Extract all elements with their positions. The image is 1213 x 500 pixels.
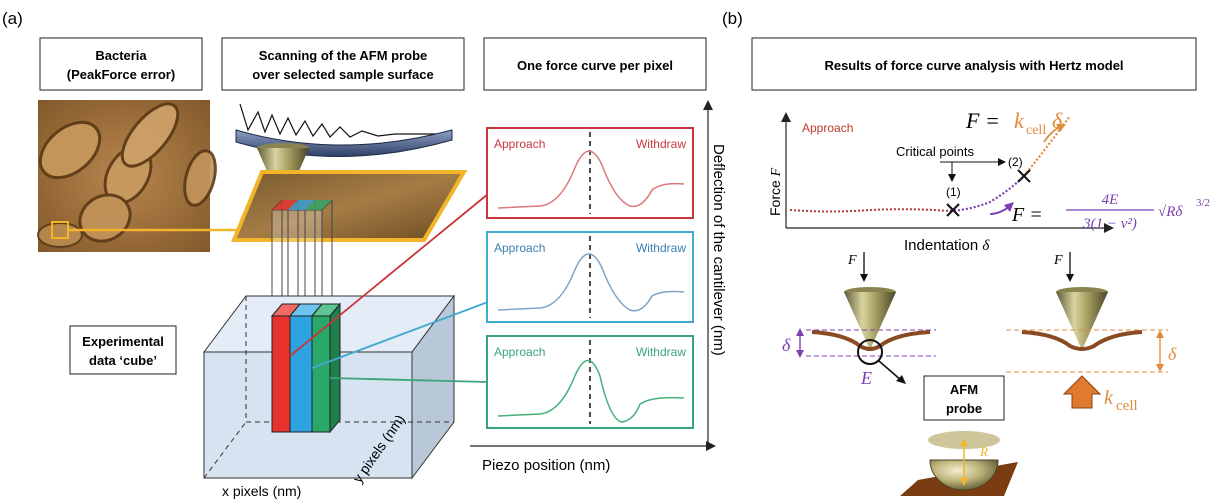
cube-label-box: Experimental data ‘cube’ (69, 325, 177, 375)
equation-hertz: F = 4E 3(1 − ν²) √Rδ 3/2 (1011, 192, 1210, 232)
force-curve-blue: Approach Withdraw (486, 231, 694, 323)
approach-label-red: Approach (494, 137, 545, 151)
svg-text:4E: 4E (1102, 192, 1119, 208)
svg-text:3(1 − ν²): 3(1 − ν²) (1082, 216, 1137, 232)
critical-points-label: Critical points (896, 144, 975, 159)
linear-arrowhead (1056, 124, 1066, 132)
hertz-arrowhead (1004, 202, 1014, 212)
header-results: Results of force curve analysis with Her… (824, 58, 1123, 73)
panel-b-label: (b) (722, 9, 743, 28)
force-axis-label: Force F (767, 167, 784, 216)
hertz-plot-axes (781, 112, 1114, 233)
afm-probe-box: AFM probe (923, 375, 1005, 421)
critical-points-arrows (940, 158, 1006, 182)
cube-label-line1: Experimental (82, 334, 164, 349)
svg-text:F: F (847, 253, 857, 268)
force-curve-green: Approach Withdraw (486, 335, 694, 429)
connector-lines (289, 193, 489, 383)
approach-label-b: Approach (802, 121, 853, 135)
svg-text:AFM: AFM (950, 382, 978, 397)
svg-text:F: F (1053, 253, 1063, 268)
svg-text:3/2: 3/2 (1196, 197, 1210, 209)
indent-left-force: F (847, 252, 868, 282)
svg-text:probe: probe (946, 401, 982, 416)
svg-text:F =: F = (1011, 204, 1043, 226)
svg-text:k: k (1104, 387, 1114, 409)
svg-text:k: k (1014, 108, 1025, 133)
indent-left-tip (796, 287, 936, 384)
r-label: R (979, 444, 988, 459)
header-curve-box: One force curve per pixel (483, 37, 707, 91)
probe-sphere (900, 431, 1018, 496)
panel-a-label: (a) (2, 9, 23, 28)
cube-columns (270, 302, 342, 434)
point-1-label: (1) (946, 185, 961, 199)
indentation-axis-label: Indentation δ (904, 237, 990, 254)
header-bacteria-box: Bacteria (PeakForce error) (39, 37, 203, 91)
header-scan-box: Scanning of the AFM probe over selected … (221, 37, 465, 91)
cube-label-line2: data ‘cube’ (89, 353, 157, 368)
withdraw-label-green: Withdraw (636, 345, 686, 359)
bacteria-image (37, 100, 217, 252)
svg-text:F =: F = (965, 108, 1000, 133)
kcell-label: k cell (1104, 387, 1138, 414)
e-label: E (860, 368, 872, 388)
indent-right-force: F (1053, 252, 1074, 282)
approach-label-blue: Approach (494, 241, 545, 255)
curves-axes (470, 100, 716, 451)
withdraw-label-red: Withdraw (636, 137, 686, 151)
header-scan-line2: over selected sample surface (252, 67, 433, 82)
svg-text:δ: δ (1052, 108, 1063, 133)
critical-point-1 (946, 203, 960, 217)
point-2-label: (2) (1008, 155, 1023, 169)
svg-text:cell: cell (1026, 123, 1046, 138)
projection-columns (271, 199, 333, 313)
x-pixels-label: x pixels (nm) (222, 483, 301, 499)
surface-pixels (272, 200, 332, 210)
header-bacteria-line2: (PeakForce error) (67, 67, 175, 82)
withdraw-label-blue: Withdraw (636, 241, 686, 255)
delta-left: δ (782, 335, 791, 355)
piezo-axis-label: Piezo position (nm) (482, 457, 610, 474)
svg-text:√Rδ: √Rδ (1158, 204, 1183, 220)
approach-label-green: Approach (494, 345, 545, 359)
svg-text:cell: cell (1116, 398, 1138, 414)
hertz-curve (789, 115, 1071, 213)
delta-right: δ (1168, 344, 1177, 364)
deflection-axis-label: Deflection of the cantilever (nm) (710, 144, 727, 356)
sample-surface (231, 170, 468, 242)
header-results-box: Results of force curve analysis with Her… (751, 37, 1197, 91)
critical-point-2 (1017, 169, 1031, 183)
indent-right-tip (1006, 287, 1168, 409)
equation-linear: F = k cell δ (965, 108, 1063, 138)
header-scan-line1: Scanning of the AFM probe (259, 48, 428, 63)
force-curve-red: Approach Withdraw (486, 127, 694, 219)
header-bacteria-line1: Bacteria (95, 48, 147, 63)
header-curve: One force curve per pixel (517, 58, 673, 73)
